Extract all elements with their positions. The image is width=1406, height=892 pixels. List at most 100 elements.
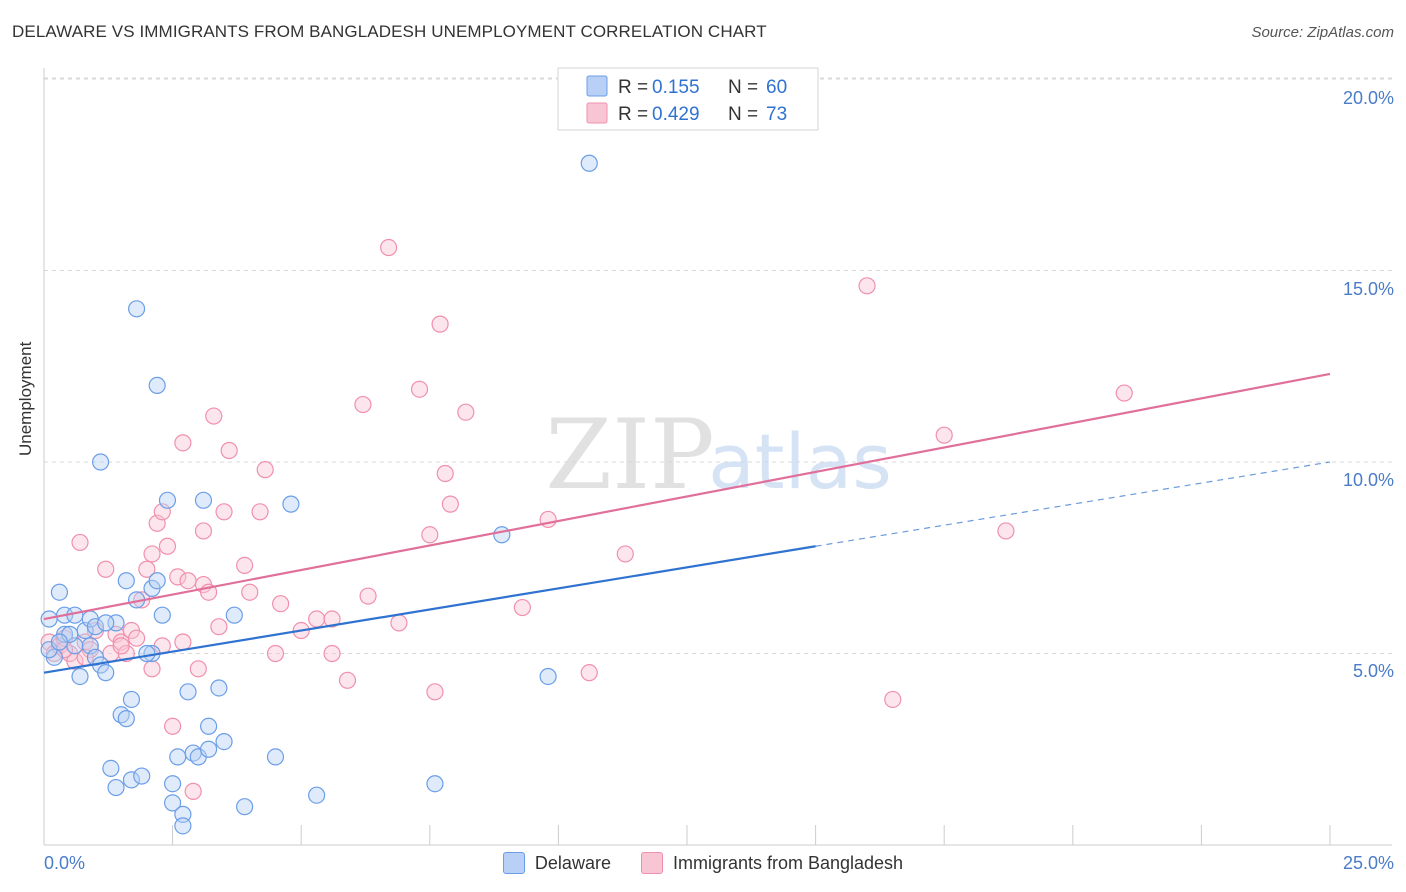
point-delaware (282, 495, 300, 513)
point-bangladesh (457, 403, 475, 421)
point-delaware (127, 300, 146, 318)
point-bangladesh (241, 583, 259, 601)
point-delaware (493, 526, 511, 544)
series-delaware-points (40, 154, 598, 835)
point-delaware (308, 786, 326, 804)
point-delaware (97, 614, 115, 632)
point-bangladesh (338, 671, 357, 689)
legend-label-bangladesh: Immigrants from Bangladesh (672, 852, 904, 873)
point-bangladesh (858, 277, 876, 295)
point-delaware (153, 606, 171, 624)
point-delaware (215, 732, 233, 751)
point-bangladesh (308, 610, 326, 628)
svg-text:R = 0.429 N =: R = 0.429 N = 73 (618, 104, 787, 125)
point-bangladesh (194, 522, 213, 540)
x-tick-label-min: 0.0% (44, 853, 85, 873)
point-bangladesh (426, 683, 444, 701)
legend-r-value-2: 0.429 (652, 104, 700, 125)
point-bangladesh (580, 664, 598, 682)
legend-n-value-2: 73 (766, 104, 787, 125)
point-bangladesh (359, 587, 377, 605)
legend-n-label-2: N = (728, 104, 758, 125)
point-bangladesh (935, 426, 953, 444)
legend-swatch (502, 852, 525, 874)
point-bangladesh (431, 315, 449, 333)
point-delaware (86, 618, 105, 636)
y-axis-label: Unemployment (16, 341, 35, 456)
point-bangladesh (513, 598, 531, 617)
point-bangladesh (256, 461, 274, 479)
point-delaware (50, 633, 69, 651)
legend-r-label-2: R = (618, 104, 648, 125)
point-delaware (148, 376, 166, 394)
point-delaware (169, 748, 187, 766)
point-bangladesh (210, 618, 228, 636)
trend-line-bangladesh (43, 372, 1331, 621)
y-tick-label: 5.0% (1353, 661, 1394, 681)
legend-n-value-1: 60 (766, 77, 787, 98)
point-bangladesh (189, 660, 207, 678)
point-delaware (200, 740, 218, 758)
point-bangladesh (436, 464, 454, 483)
legend-item-delaware[interactable]: Delaware (502, 852, 611, 874)
legend-label-delaware: Delaware (534, 852, 611, 873)
point-bangladesh (205, 407, 223, 425)
series-bangladesh-points (40, 238, 1133, 800)
point-bangladesh (323, 644, 341, 663)
point-bangladesh (143, 660, 161, 678)
point-bangladesh (174, 434, 192, 452)
point-bangladesh (616, 545, 634, 563)
point-delaware (122, 771, 141, 789)
point-delaware (133, 767, 151, 785)
point-delaware (164, 775, 182, 793)
point-bangladesh (158, 537, 177, 555)
point-bangladesh (97, 560, 115, 578)
trend-line-delaware (43, 545, 816, 674)
point-bangladesh (884, 690, 902, 709)
point-bangladesh (441, 495, 459, 513)
point-bangladesh (236, 556, 254, 575)
point-bangladesh (323, 610, 341, 628)
legend-n-label-1: N = (728, 77, 758, 98)
point-bangladesh (421, 526, 439, 544)
point-bangladesh (184, 782, 202, 800)
series-legend: Delaware Immigrants from Bangladesh (0, 852, 1406, 874)
svg-text:R = 0.155 N =: R = 0.155 N = 60 (618, 77, 787, 98)
point-bangladesh (179, 572, 197, 590)
point-bangladesh (164, 717, 182, 735)
point-bangladesh (251, 503, 269, 521)
x-tick-label-max: 25.0% (1343, 853, 1394, 873)
point-delaware (200, 717, 218, 735)
legend-item-bangladesh[interactable]: Immigrants from Bangladesh (640, 852, 904, 874)
point-bangladesh (215, 503, 233, 521)
point-delaware (580, 154, 598, 172)
watermark: ZIP atlas (545, 399, 891, 511)
trend-line-delaware-extension (815, 461, 1331, 547)
y-tick-label: 15.0% (1343, 279, 1394, 299)
point-bangladesh (169, 568, 187, 586)
point-delaware (236, 798, 254, 816)
source-credit: Source: ZipAtlas.com (1251, 24, 1394, 41)
point-bangladesh (1115, 384, 1133, 402)
point-bangladesh (112, 637, 130, 655)
point-delaware (179, 683, 197, 701)
y-tick-labels: 5.0% 10.0% 15.0% 20.0% (1343, 88, 1394, 681)
watermark-zip: ZIP (545, 399, 714, 511)
point-bangladesh (127, 629, 146, 647)
point-delaware (539, 667, 557, 686)
axes (43, 68, 1392, 846)
point-delaware (158, 491, 177, 509)
point-delaware (117, 710, 135, 728)
legend-swatch (640, 852, 663, 874)
point-delaware (107, 778, 125, 797)
point-bangladesh (138, 560, 156, 578)
y-tick-label: 20.0% (1343, 88, 1394, 108)
point-bangladesh (71, 533, 89, 552)
point-delaware (266, 748, 285, 766)
stats-legend: R = 0.155 N = 60 R = 0.429 N = 73 (557, 67, 819, 131)
legend-r-value-1: 0.155 (652, 77, 700, 98)
point-bangladesh (66, 652, 84, 670)
point-delaware (91, 453, 110, 471)
point-bangladesh (220, 441, 238, 460)
legend-swatch-delaware (586, 75, 608, 97)
